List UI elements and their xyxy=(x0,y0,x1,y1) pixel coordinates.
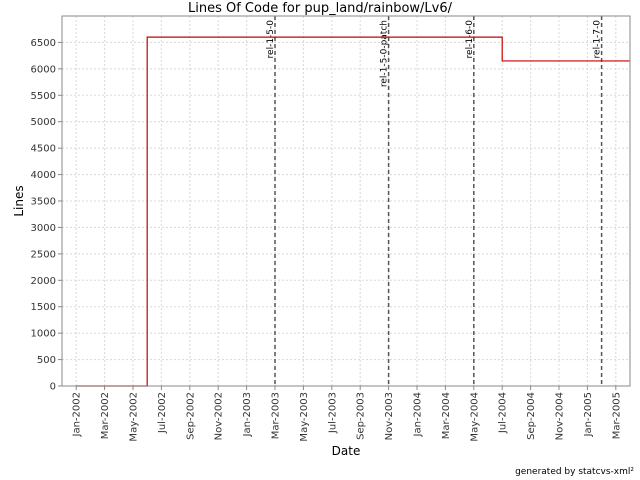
tag-label: rel-1-7-0 xyxy=(593,20,603,59)
tag-label: rel-1-5-0 xyxy=(266,20,276,59)
y-tick-label: 2000 xyxy=(31,276,56,287)
x-tick-label: Nov-2003 xyxy=(384,392,395,440)
y-axis-title: Lines xyxy=(12,185,26,216)
y-tick-label: 5000 xyxy=(31,117,56,128)
y-tick-label: 3000 xyxy=(31,223,56,234)
x-tick-label: May-2003 xyxy=(299,392,310,442)
x-tick-label: Jan-2005 xyxy=(583,392,594,437)
plot-border xyxy=(61,15,631,387)
tag-label: rel-1-5-0-patch xyxy=(380,20,390,87)
y-tick-label: 3500 xyxy=(31,197,56,208)
x-tick-label: Jul-2004 xyxy=(498,392,509,434)
x-tick-label: Sep-2002 xyxy=(185,392,196,440)
y-tick-label: 0 xyxy=(50,382,56,393)
y-tick-label: 4500 xyxy=(31,144,56,155)
x-tick-label: Mar-2004 xyxy=(441,392,452,439)
y-tick-label: 500 xyxy=(37,355,56,366)
x-tick-label: Mar-2003 xyxy=(271,392,282,439)
x-tick-label: Nov-2002 xyxy=(214,392,225,440)
x-tick-label: Jan-2002 xyxy=(72,392,83,437)
y-tick-label: 5500 xyxy=(31,91,56,102)
x-tick-label: Jul-2003 xyxy=(327,392,338,434)
x-tick-label: Jan-2003 xyxy=(242,392,253,437)
x-tick-label: May-2002 xyxy=(129,392,140,442)
y-tick-label: 6000 xyxy=(31,64,56,75)
chart-title: Lines Of Code for pup_land/rainbow/Lv6/ xyxy=(188,1,453,16)
x-tick-label: May-2004 xyxy=(469,392,480,442)
y-tick-label: 4000 xyxy=(31,170,56,181)
footer: generated by statcvs-xml² xyxy=(515,467,634,477)
x-tick-label: Mar-2002 xyxy=(100,392,111,439)
x-tick-label: Nov-2004 xyxy=(555,392,566,440)
x-tick-label: Sep-2004 xyxy=(526,392,537,440)
tag-label: rel-1-6-0 xyxy=(465,20,475,59)
y-tick-label: 1000 xyxy=(31,329,56,340)
x-tick-label: Jan-2004 xyxy=(413,392,424,437)
x-tick-label: Mar-2005 xyxy=(611,392,622,439)
x-tick-label: Jul-2002 xyxy=(157,392,168,434)
y-tick-label: 2500 xyxy=(31,249,56,260)
x-axis-title: Date xyxy=(332,444,361,458)
y-tick-label: 6500 xyxy=(31,38,56,49)
y-tick-label: 1500 xyxy=(31,302,56,313)
x-tick-label: Sep-2003 xyxy=(356,392,367,440)
